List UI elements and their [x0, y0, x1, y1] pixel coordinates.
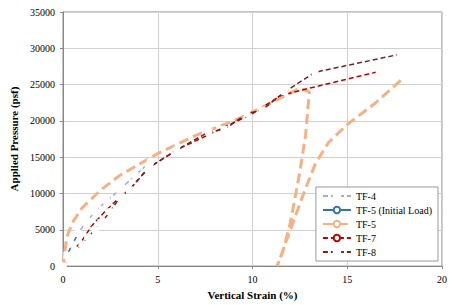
svg-text:TF-5: TF-5: [356, 219, 376, 230]
svg-text:TF-5 (Initial Load): TF-5 (Initial Load): [356, 205, 432, 217]
svg-text:TF-4: TF-4: [356, 191, 376, 202]
svg-text:15000: 15000: [30, 152, 55, 163]
svg-text:0: 0: [61, 274, 66, 285]
svg-text:25000: 25000: [30, 79, 55, 90]
svg-text:10: 10: [248, 274, 258, 285]
svg-text:30000: 30000: [30, 43, 55, 54]
svg-text:5: 5: [155, 274, 160, 285]
svg-text:20: 20: [437, 274, 447, 285]
svg-text:20000: 20000: [30, 115, 55, 126]
svg-text:Vertical Strain (%): Vertical Strain (%): [207, 289, 297, 302]
svg-text:15: 15: [342, 274, 352, 285]
svg-text:TF-7: TF-7: [356, 233, 376, 244]
svg-text:10000: 10000: [30, 188, 55, 199]
svg-text:Applied Pressure (psf): Applied Pressure (psf): [8, 86, 21, 191]
svg-text:TF-8: TF-8: [356, 247, 376, 258]
svg-text:35000: 35000: [30, 7, 55, 18]
svg-text:0: 0: [50, 261, 55, 272]
svg-text:5000: 5000: [35, 224, 55, 235]
